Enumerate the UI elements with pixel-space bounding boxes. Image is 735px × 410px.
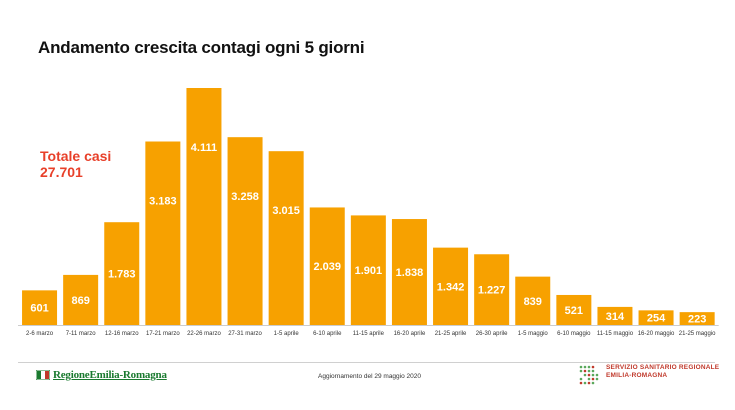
bar [638, 310, 674, 325]
bar [515, 276, 551, 325]
bar [350, 215, 386, 325]
x-tick-label: 6-10 aprile [313, 331, 342, 337]
footer-divider [18, 362, 715, 363]
bar-value-label: 1.838 [396, 267, 424, 279]
total-cases: Totale casi 27.701 [40, 148, 111, 180]
bar-value-label: 1.227 [478, 285, 506, 297]
bar [268, 151, 304, 325]
bar [391, 219, 427, 325]
bar-value-label: 521 [565, 305, 583, 317]
chart-title: Andamento crescita contagi ogni 5 giorni [38, 38, 365, 57]
x-tick-label: 22-26 marzo [187, 331, 221, 337]
bar-value-label: 3.015 [272, 205, 300, 217]
bar-value-label: 839 [524, 296, 542, 308]
bar [186, 88, 222, 325]
bar [104, 222, 140, 325]
bar-value-label: 314 [606, 311, 625, 323]
bar [22, 290, 58, 325]
bar-value-label: 1.901 [355, 265, 383, 277]
ssr-logo-line2: EMILIA-ROMAGNA [606, 372, 668, 379]
bar [227, 137, 263, 325]
bar [679, 312, 715, 325]
x-tick-label: 6-10 maggio [557, 331, 591, 337]
x-tick-label: 12-16 marzo [105, 331, 139, 337]
x-tick-label: 2-6 marzo [26, 331, 54, 337]
bar-value-label: 1.783 [108, 269, 136, 281]
bar-value-label: 254 [647, 313, 666, 325]
x-tick-label: 21-25 aprile [435, 331, 467, 337]
bar-value-label: 601 [30, 303, 48, 315]
bar-value-label: 2.039 [313, 261, 341, 273]
ssr-grid-icon [579, 365, 599, 385]
x-tick-label: 7-11 marzo [66, 331, 97, 337]
bar-chart: 601 2-6 marzo 869 7-11 marzo 1.783 12-16 marz… [18, 88, 719, 337]
x-tick-label: 11-15 aprile [353, 331, 385, 337]
bar-value-label: 869 [71, 295, 89, 307]
regione-logo: RegioneEmilia-Romagna [36, 369, 167, 381]
bar [556, 294, 592, 325]
regione-flag-icon [36, 370, 50, 380]
x-tick-label: 17-21 marzo [146, 331, 180, 337]
bar-value-label: 3.258 [231, 191, 259, 203]
x-tick-label: 16-20 maggio [638, 331, 675, 337]
bar-value-label: 3.183 [149, 195, 177, 207]
x-tick-label: 27-31 marzo [228, 331, 262, 337]
bar-value-label: 4.111 [191, 142, 217, 154]
bar-value-label: 1.342 [437, 281, 465, 293]
update-note: Aggiornamento del 29 maggio 2020 [318, 373, 421, 380]
total-cases-label: Totale casi [40, 148, 112, 164]
regione-logo-text: RegioneEmilia-Romagna [53, 369, 167, 381]
x-tick-label: 1-5 aprile [274, 331, 300, 337]
x-tick-label: 11-15 maggio [597, 331, 634, 337]
bar [433, 247, 469, 325]
x-tick-label: 21-25 maggio [679, 331, 716, 337]
bar [145, 141, 181, 325]
ssr-logo-line1: SERVIZIO SANITARIO REGIONALE [606, 364, 720, 371]
total-cases-value: 27.701 [40, 164, 83, 180]
bar-value-label: 223 [688, 314, 706, 326]
x-tick-label: 16-20 aprile [394, 331, 426, 337]
x-tick-label: 1-5 maggio [518, 331, 549, 337]
bar [597, 306, 633, 325]
x-tick-label: 26-30 aprile [476, 331, 508, 337]
bar [309, 207, 345, 325]
ssr-logo: SERVIZIO SANITARIO REGIONALE EMILIA-ROMA… [578, 364, 719, 386]
bar [474, 254, 510, 325]
bar [63, 274, 99, 325]
